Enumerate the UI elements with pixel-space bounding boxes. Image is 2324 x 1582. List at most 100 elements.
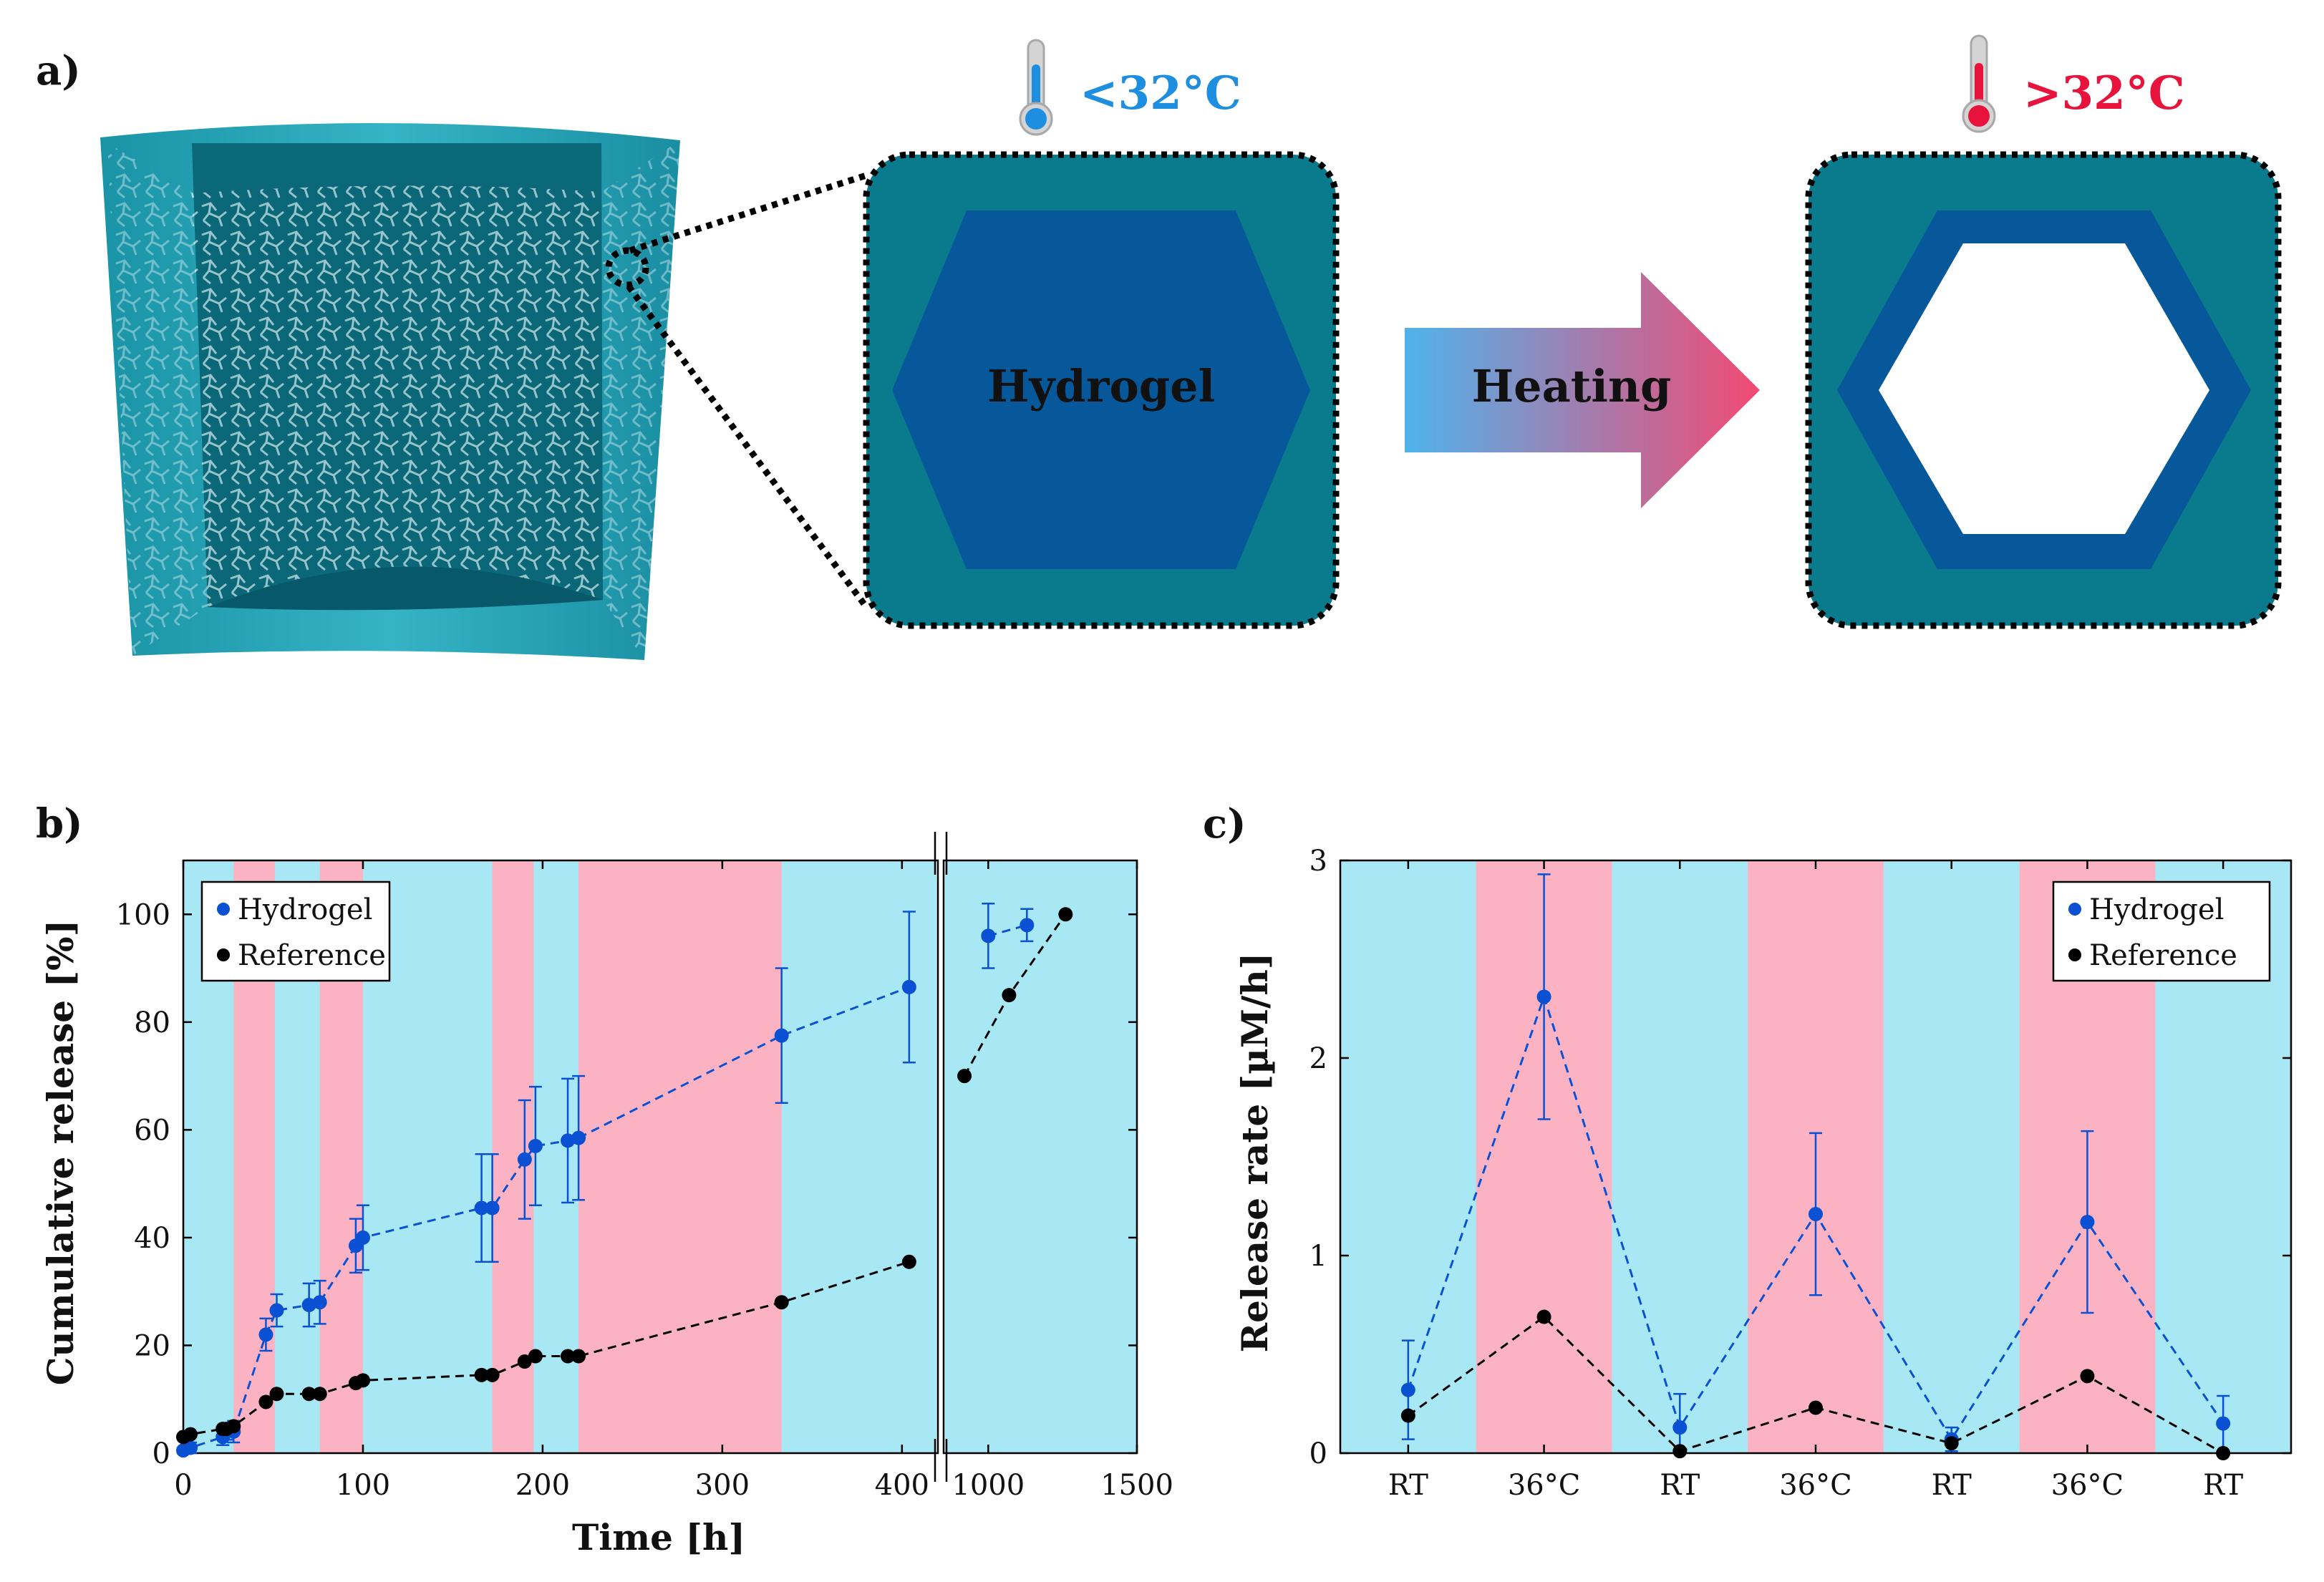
y-tick-label: 0 (152, 1437, 170, 1470)
hydrogel-hexagon (892, 210, 1310, 569)
legend-marker-reference (217, 948, 230, 961)
reference-point (1672, 1444, 1688, 1459)
chart-b-ylabel: Cumulative release [%] (39, 920, 82, 1386)
rt-band (1883, 860, 2020, 1453)
y-tick-label: 80 (134, 1006, 170, 1039)
legend-marker-hydrogel (2068, 903, 2081, 916)
hydrogel-point (258, 1327, 273, 1342)
hydrogel-label: Hydrogel (987, 360, 1215, 412)
hydrogel-point (1672, 1420, 1688, 1435)
cold-temperature-label: <32°C (1080, 67, 1241, 120)
reference-point (517, 1354, 532, 1369)
reference-point (2080, 1369, 2095, 1384)
reference-point (301, 1387, 316, 1402)
y-tick-label: 0 (1309, 1437, 1327, 1470)
plot-frame-left (182, 859, 939, 1455)
x-tick-label: RT (1388, 1469, 1428, 1502)
panel-c-label: c) (1203, 800, 1246, 848)
hydrogel-point (571, 1130, 586, 1145)
hydrogel-point (301, 1298, 316, 1312)
y-tick-label: 3 (1309, 845, 1327, 878)
reference-point (901, 1254, 916, 1269)
reference-point (1536, 1309, 1551, 1324)
hydrogel-point (312, 1295, 327, 1310)
panel-b-label: b) (36, 800, 83, 848)
hydrogel-point (517, 1152, 532, 1167)
legend-label-reference: Reference (2089, 939, 2237, 972)
hydrogel-point (528, 1138, 543, 1153)
legend-label-reference: Reference (238, 939, 386, 972)
hydrogel-point (2080, 1215, 2095, 1230)
hydrogel-point (1809, 1207, 1823, 1222)
y-tick-label: 20 (134, 1329, 170, 1362)
hydrogel-point (355, 1230, 370, 1245)
thermometer-cold-icon (1019, 39, 1053, 136)
reference-point (474, 1367, 489, 1382)
hydrogel-point (1536, 989, 1551, 1004)
reference-point (957, 1069, 972, 1084)
release-rate-chart: 0 1 2 3 RT 36°C RT 36°C RT 36°C RT Hydrogel Referenc… (1309, 845, 2292, 1502)
chart-b-xlabel: Time [h] (572, 1516, 745, 1558)
reference-point (355, 1373, 370, 1388)
x-tick-label: RT (1660, 1469, 1700, 1502)
x-tick-label: 36°C (2051, 1469, 2124, 1502)
heating-label: Heating (1472, 360, 1672, 412)
reference-point (269, 1387, 284, 1402)
x-tick-label: 0 (174, 1469, 192, 1502)
reference-point (1002, 988, 1017, 1003)
hot-temperature-label: >32°C (2023, 67, 2185, 120)
legend-label-hydrogel: Hydrogel (2089, 893, 2224, 926)
y-tick-label: 1 (1309, 1240, 1327, 1273)
rt-band (1612, 860, 1748, 1453)
hydrogel-point (774, 1028, 789, 1043)
hydrogel-point (561, 1133, 576, 1148)
x-tick-label: 400 (875, 1469, 929, 1502)
zoom-connector (605, 172, 869, 609)
reference-point (774, 1295, 789, 1310)
y-tick-label: 60 (134, 1114, 170, 1147)
x-tick-label: 300 (695, 1469, 750, 1502)
hydrogel-point (901, 979, 916, 994)
reference-point (258, 1394, 273, 1409)
plot-frame-right (942, 859, 1138, 1455)
chart-c-ylabel: Release rate [µM/h] (1234, 953, 1276, 1353)
hydrogel-point (2216, 1416, 2231, 1431)
x-tick-label: RT (2203, 1469, 2243, 1502)
panel-a-label: a) (36, 47, 81, 94)
hydrogel-cylinder-illustration (100, 122, 680, 661)
y-tick-label: 40 (134, 1222, 170, 1255)
reference-point (2216, 1446, 2231, 1460)
cold-state-panel: Hydrogel (863, 151, 1340, 629)
x-tick-label: 1000 (952, 1469, 1025, 1502)
legend-marker-reference (2068, 948, 2081, 961)
y-tick-label: 2 (1309, 1042, 1327, 1075)
hydrogel-point (269, 1303, 284, 1318)
x-tick-label: 100 (336, 1469, 390, 1502)
reference-point (226, 1419, 241, 1434)
x-tick-label: 36°C (1779, 1469, 1852, 1502)
void-hexagon (1879, 243, 2209, 534)
reference-point (1809, 1400, 1823, 1415)
hydrogel-point (485, 1200, 500, 1215)
reference-point (183, 1427, 198, 1442)
reference-point (561, 1349, 576, 1364)
hot-state-panel (1805, 151, 2282, 629)
legend-box (2052, 880, 2271, 982)
x-tick-label: 36°C (1508, 1469, 1581, 1502)
hydrogel-point (183, 1440, 198, 1455)
reference-point (485, 1367, 500, 1382)
hydrogel-point (1020, 918, 1035, 933)
heated-band-3 (578, 860, 782, 1453)
thermometer-hot-icon (1962, 34, 1996, 133)
x-tick-label: 1500 (1100, 1469, 1173, 1502)
reference-point (1944, 1436, 1959, 1451)
x-tick-label: 200 (515, 1469, 570, 1502)
legend-label-hydrogel: Hydrogel (238, 893, 372, 926)
reference-point (312, 1387, 327, 1402)
reference-point (1058, 907, 1073, 922)
reference-point (1400, 1408, 1415, 1423)
y-tick-label: 100 (116, 898, 170, 931)
hydrogel-point (1400, 1382, 1415, 1397)
